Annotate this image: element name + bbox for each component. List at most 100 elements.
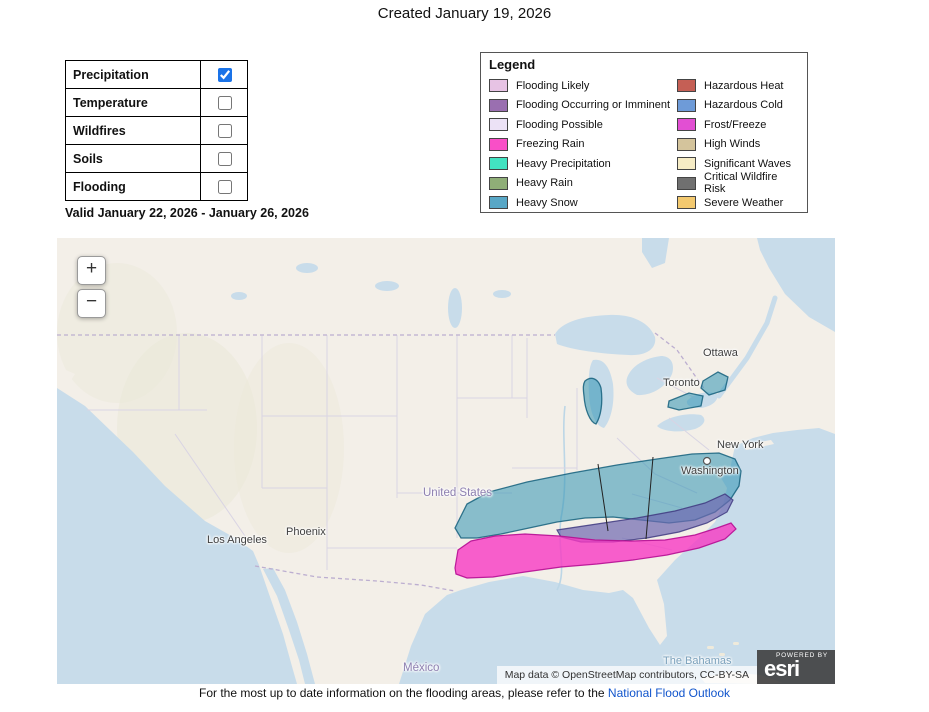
layer-checkbox-wildfires[interactable] [217, 123, 232, 138]
legend-swatch [489, 176, 508, 190]
valid-dates-text: Valid January 22, 2026 - January 26, 202… [65, 206, 309, 220]
legend-label: Freezing Rain [516, 138, 585, 151]
heavy-snow-blob-ontario [667, 392, 704, 411]
legend-label: Heavy Rain [516, 177, 573, 190]
map-label-los-angeles: Los Angeles [207, 534, 267, 546]
legend-swatch [677, 118, 696, 132]
heavy-snow-blob-lake-michigan [582, 377, 603, 425]
zoom-controls: + − [77, 256, 106, 318]
table-row: Precipitation [65, 60, 248, 89]
legend-swatch [677, 137, 696, 151]
esri-logo: POWERED BY esri [757, 650, 835, 684]
washington-city-marker [702, 456, 712, 466]
legend-label: Frost/Freeze [704, 118, 767, 131]
legend-item: Freezing Rain [489, 135, 677, 155]
legend-swatch [677, 98, 696, 112]
legend-swatch [677, 176, 696, 190]
legend-label: Hazardous Cold [704, 99, 783, 112]
zoom-in-button[interactable]: + [77, 256, 106, 285]
map-label-phoenix: Phoenix [286, 526, 326, 538]
esri-wordmark: esri [764, 656, 800, 681]
legend-panel: Legend Flooding Likely Flooding Occurrin… [480, 52, 808, 213]
legend-item: Heavy Rain [489, 174, 677, 194]
layer-label-soils: Soils [65, 144, 201, 173]
basemap [57, 238, 835, 684]
layer-toggle-table: Precipitation Temperature Wildfires Soil… [65, 60, 248, 201]
table-row: Soils [65, 144, 248, 173]
legend-swatch [489, 137, 508, 151]
gulf-st-lawrence [757, 238, 835, 332]
legend-label: Flooding Possible [516, 118, 603, 131]
legend-swatch [489, 79, 508, 93]
legend-label: High Winds [704, 138, 761, 151]
legend-item: Flooding Likely [489, 76, 677, 96]
gulf-of-california [263, 568, 315, 684]
lake-superior [555, 314, 656, 356]
long-island [743, 440, 774, 450]
country-borders [57, 332, 706, 592]
map-label-mexico: México [403, 662, 440, 674]
legend-swatch [489, 157, 508, 171]
vancouver-island [57, 366, 75, 386]
table-row: Temperature [65, 88, 248, 117]
footer-text: For the most up to date information on t… [199, 686, 605, 700]
layer-checkbox-flooding[interactable] [217, 179, 232, 194]
legend-swatch [677, 157, 696, 171]
legend-label: Hazardous Heat [704, 79, 784, 92]
legend-item: Critical Wildfire Risk [677, 171, 799, 196]
legend-swatch [677, 196, 696, 210]
legend-item: Hazardous Heat [677, 76, 799, 96]
page-title: Created January 19, 2026 [377, 5, 552, 22]
map-label-bahamas: The Bahamas [663, 655, 732, 667]
legend-item: Frost/Freeze [677, 115, 799, 135]
legend-item: Hazardous Cold [677, 96, 799, 116]
powered-by-text: POWERED BY [775, 652, 828, 659]
pacific-ocean [57, 388, 297, 684]
legend-item: Heavy Snow [489, 193, 677, 213]
lake-erie [657, 414, 705, 432]
legend-label: Heavy Snow [516, 196, 578, 209]
heavy-snow-blob-northeast [700, 371, 729, 396]
legend-label: Critical Wildfire Risk [704, 171, 778, 196]
st-lawrence-river [716, 295, 778, 399]
freezing-rain-band [454, 522, 737, 579]
legend-label: Flooding Likely [516, 79, 590, 92]
legend-label: Significant Waves [704, 157, 792, 170]
legend-title: Legend [489, 57, 536, 72]
layer-checkbox-soils[interactable] [217, 151, 232, 166]
map-canvas[interactable]: + − Ottawa Toronto New York Washington U… [57, 238, 835, 684]
legend-swatch [489, 118, 508, 132]
legend-item: Significant Waves [677, 154, 799, 174]
legend-item: Flooding Occurring or Imminent [489, 96, 677, 116]
layer-checkbox-temperature[interactable] [217, 95, 232, 110]
legend-label: Flooding Occurring or Imminent [516, 99, 671, 112]
map-label-washington: Washington [681, 465, 739, 477]
overlay-divider-lines [597, 456, 654, 540]
map-label-ottawa: Ottawa [703, 347, 738, 359]
footer-note: For the most up to date information on t… [0, 686, 929, 700]
legend-swatch [489, 98, 508, 112]
legend-item: Heavy Precipitation [489, 154, 677, 174]
layer-label-wildfires: Wildfires [65, 116, 201, 145]
layer-label-flooding: Flooding [65, 172, 201, 201]
layer-label-temperature: Temperature [65, 88, 201, 117]
table-row: Flooding [65, 172, 248, 201]
layer-checkbox-precipitation[interactable] [217, 67, 232, 82]
legend-label: Heavy Precipitation [516, 157, 611, 170]
map-label-united-states: United States [423, 487, 493, 499]
atlantic-gulf [399, 428, 835, 684]
national-flood-outlook-link[interactable]: National Flood Outlook [607, 686, 730, 700]
legend-item: Flooding Possible [489, 115, 677, 135]
legend-swatch [677, 79, 696, 93]
layer-label-precipitation: Precipitation [65, 60, 201, 89]
legend-item: Severe Weather [677, 193, 799, 213]
lake-huron [626, 356, 673, 396]
map-attribution: Map data © OpenStreetMap contributors, C… [496, 666, 757, 684]
zoom-out-button[interactable]: − [77, 289, 106, 318]
map-label-new-york: New York [717, 439, 764, 451]
table-row: Wildfires [65, 116, 248, 145]
map-label-toronto: Toronto [663, 377, 700, 389]
legend-swatch [489, 196, 508, 210]
legend-label: Severe Weather [704, 196, 784, 209]
